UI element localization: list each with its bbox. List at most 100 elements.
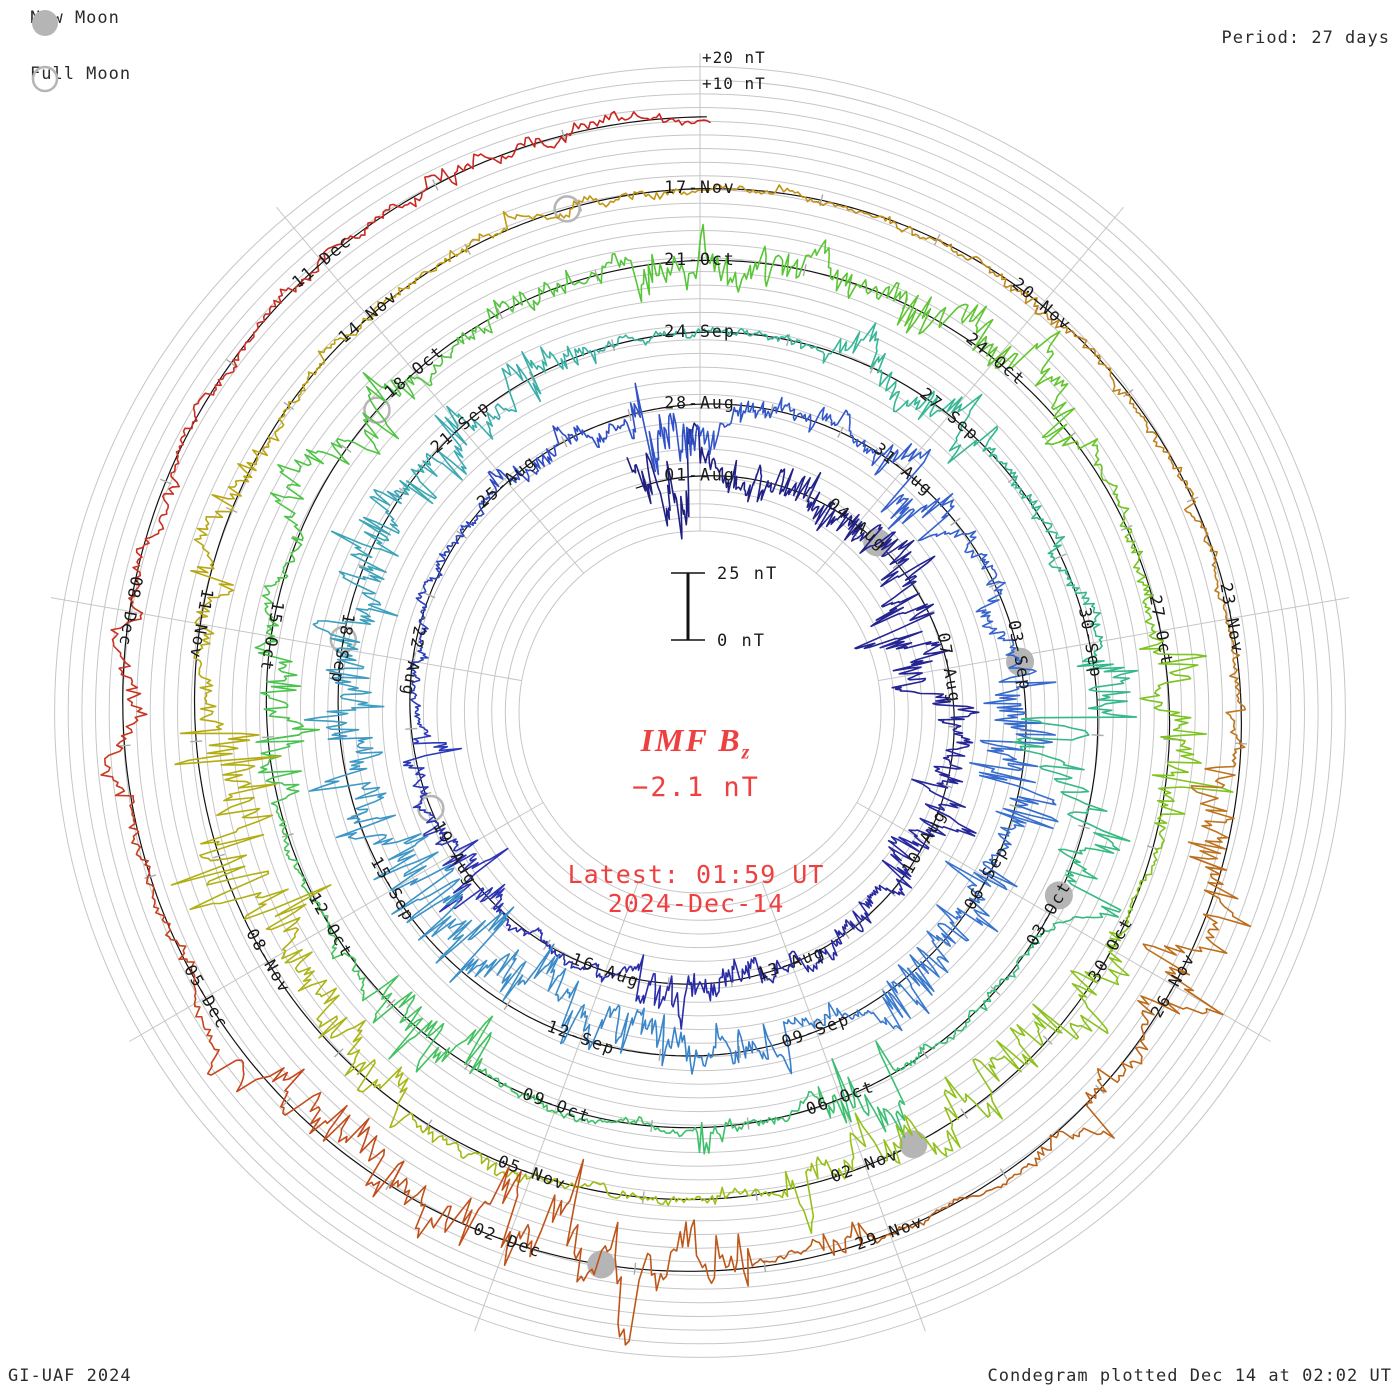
- bz-trace-segment: [469, 1032, 557, 1114]
- bz-trace-segment: [841, 884, 895, 934]
- bz-trace-segment: [390, 863, 473, 964]
- plotted-text: Condegram plotted Dec 14 at 02:02 UT: [987, 1366, 1392, 1386]
- bz-trace-segment: [870, 555, 936, 628]
- bz-trace-segment: [367, 245, 468, 321]
- bz-trace: [100, 110, 1252, 1346]
- bz-trace-segment: [762, 1221, 894, 1263]
- date-label: 24-Oct: [962, 329, 1029, 390]
- legend-full-moon: Full Moon: [30, 64, 131, 93]
- bz-trace-segment: [697, 223, 810, 293]
- bz-trace-segment: [193, 1002, 305, 1109]
- bz-trace-segment: [661, 1014, 740, 1075]
- bz-trace-segment: [446, 363, 542, 440]
- bz-trace-segment: [399, 414, 468, 505]
- bz-trace-segment: [933, 238, 1039, 315]
- bz-trace-segment: [1096, 988, 1224, 1093]
- grid-scale-label: +20 nT: [702, 48, 766, 67]
- bz-trace-segment: [624, 1219, 768, 1346]
- bz-trace-segment: [410, 591, 429, 664]
- bz-trace-segment: [496, 425, 560, 484]
- bz-trace-segment: [439, 839, 509, 913]
- bz-trace-segment: [1020, 639, 1139, 736]
- bz-trace-segment: [493, 269, 598, 315]
- bz-trace-segment: [1142, 855, 1252, 1016]
- bz-trace-segment: [1034, 305, 1128, 396]
- bz-trace-segment: [100, 744, 151, 881]
- bz-trace-segment: [641, 1186, 759, 1207]
- bz-trace-segment: [576, 188, 702, 208]
- bz-trace-segment: [1139, 629, 1207, 742]
- bz-trace-segment: [312, 566, 399, 651]
- bz-trace-segment: [746, 1086, 852, 1127]
- bz-trace-segment: [935, 529, 1002, 586]
- bz-trace-segment: [170, 854, 332, 956]
- bz-trace-segment: [503, 1158, 630, 1346]
- bz-trace-segment: [1048, 556, 1104, 643]
- date-label: 01-Aug: [664, 466, 736, 485]
- bz-trace-segment: [327, 925, 399, 1024]
- bz-trace-segment: [844, 521, 915, 566]
- bz-trace-segment: [389, 1160, 522, 1252]
- bz-trace-segment: [626, 457, 652, 505]
- date-label: 05-Dec: [180, 961, 232, 1033]
- bz-trace-segment: [593, 236, 702, 303]
- bz-trace-segment: [1010, 476, 1066, 561]
- bz-trace-segment: [372, 991, 494, 1073]
- bz-trace-segment: [435, 906, 527, 1001]
- bz-trace-segment: [697, 326, 790, 342]
- bz-trace-segment: [261, 537, 304, 639]
- legend-new-moon: New Moon: [30, 8, 120, 36]
- bz-trace-segment: [269, 440, 350, 541]
- new-moon-marker: [863, 528, 892, 557]
- bz-trace-segment: [415, 299, 499, 387]
- bz-trace-segment: [174, 738, 282, 862]
- bz-trace-segment: [1225, 616, 1246, 745]
- bz-trace-segment: [1006, 1088, 1115, 1182]
- bz-trace-segment: [211, 404, 290, 513]
- bz-trace-segment: [1187, 740, 1246, 871]
- date-label: 16-Aug: [569, 949, 643, 991]
- bz-trace-segment: [545, 944, 606, 983]
- bz-trace-segment: [806, 472, 860, 541]
- bz-trace-segment: [852, 1089, 961, 1165]
- bz-trace-segment: [768, 396, 851, 433]
- bz-trace-segment: [880, 448, 955, 542]
- bz-trace-segment: [786, 322, 880, 370]
- bz-trace-segment: [752, 464, 822, 503]
- bz-trace-segment: [993, 920, 1067, 992]
- bz-trace-segment: [1124, 391, 1195, 501]
- new-moon-marker: [587, 1250, 616, 1279]
- bz-trace-segment: [805, 239, 908, 306]
- date-label: 28-Aug: [664, 394, 736, 413]
- full-moon-icon: [31, 65, 59, 93]
- baseline-spiral: [122, 116, 1243, 1272]
- bz-trace-segment: [1012, 732, 1131, 842]
- bz-trace-segment: [317, 174, 432, 262]
- bz-trace-segment: [553, 1109, 655, 1128]
- bz-trace-segment: [891, 672, 980, 728]
- full-moon-marker: [417, 794, 445, 823]
- bz-trace-segment: [1105, 847, 1163, 952]
- bz-trace-segment: [522, 943, 588, 1045]
- scale-bar-bottom-label: 0 nT: [717, 631, 766, 651]
- bz-trace-segment: [1032, 943, 1130, 1040]
- bz-trace-segment: [529, 1172, 647, 1201]
- bz-trace-segment: [427, 136, 567, 186]
- bz-trace-segment: [813, 990, 904, 1032]
- bz-trace-segment: [754, 1132, 859, 1234]
- credit-text: GI-UAF 2024: [8, 1366, 132, 1386]
- bz-trace-segment: [556, 418, 635, 448]
- bz-trace-segment: [947, 393, 1018, 478]
- bz-trace-segment: [854, 612, 951, 675]
- bz-trace-segment: [881, 835, 930, 896]
- bz-trace-segment: [521, 340, 615, 395]
- bz-trace-segment: [1058, 435, 1130, 530]
- bz-trace-segment: [1124, 525, 1157, 633]
- date-label: 02-Nov: [828, 1144, 902, 1186]
- grid-scale-labels: +20 nT +10 nT: [702, 48, 766, 93]
- bz-trace-segment: [600, 954, 670, 1009]
- bz-trace-segment: [110, 612, 148, 749]
- bz-trace-segment: [987, 330, 1076, 446]
- full-moon-marker: [329, 625, 358, 654]
- date-label: 21-Oct: [664, 250, 736, 269]
